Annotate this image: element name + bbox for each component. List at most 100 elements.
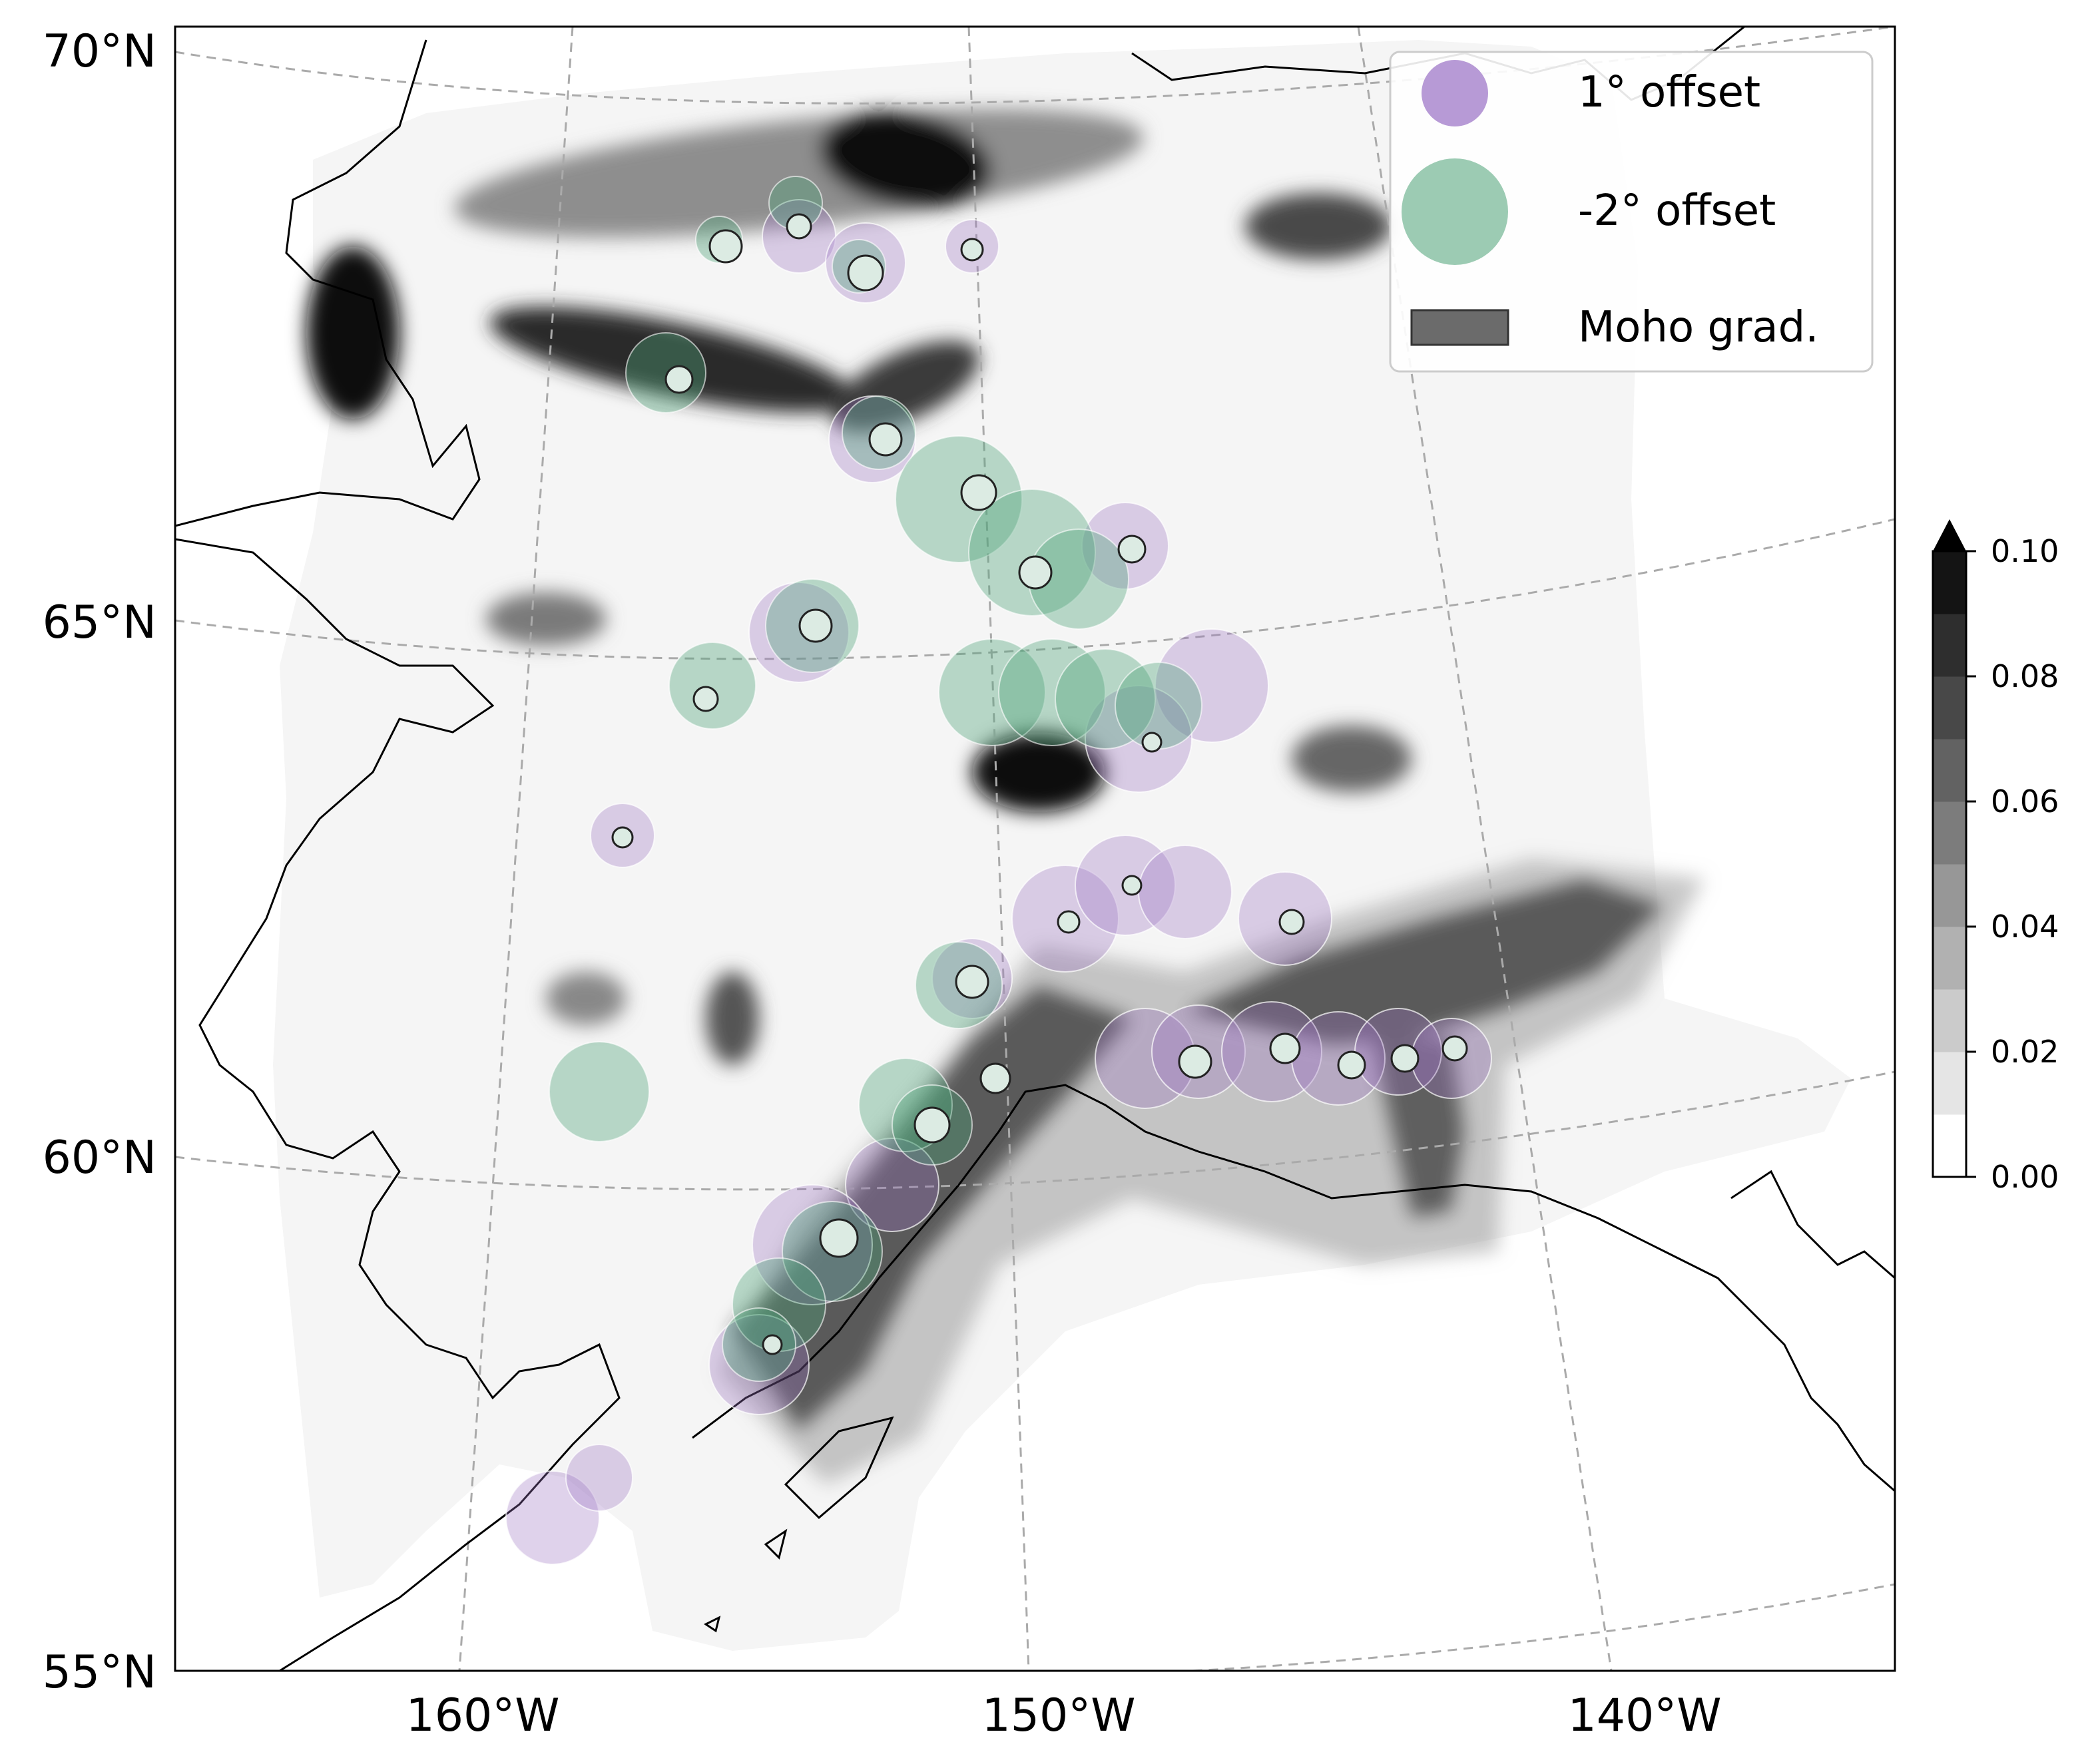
map-frame xyxy=(174,25,1896,1672)
legend-box xyxy=(1389,51,1874,373)
offset-marker xyxy=(752,1184,873,1305)
colorbar-band xyxy=(1933,614,1966,677)
station-point xyxy=(1278,909,1305,935)
legend-swatch-green xyxy=(1402,158,1508,265)
station-point xyxy=(1057,910,1081,934)
colorbar-label-0.06: 0.06 xyxy=(1991,783,2059,819)
lat-label-55: 55°N xyxy=(43,1646,156,1699)
offset-marker xyxy=(722,1307,796,1382)
offset-markers-green xyxy=(549,176,1202,1382)
offset-marker xyxy=(1055,648,1156,750)
colorbar-band xyxy=(1933,927,1966,990)
gradient-patch xyxy=(832,340,979,432)
offset-marker xyxy=(625,332,706,413)
coast-north-west xyxy=(175,39,481,527)
legend-label-moho: Moho grad. xyxy=(1578,303,1819,352)
colorbar-ticks xyxy=(1966,550,1976,1178)
station-point xyxy=(1117,535,1147,564)
offset-marker xyxy=(1155,628,1269,743)
gradient-patch xyxy=(972,732,1105,812)
offset-marker xyxy=(968,489,1096,616)
station-point xyxy=(1390,1044,1420,1073)
graticule xyxy=(175,27,1895,1671)
station-point xyxy=(786,213,812,240)
colorbar-label-0.08: 0.08 xyxy=(1991,658,2059,694)
station-point xyxy=(914,1106,951,1144)
offset-marker xyxy=(565,1444,633,1512)
colorbar-band xyxy=(1933,1052,1966,1115)
station-point xyxy=(847,254,884,292)
offset-marker xyxy=(668,642,756,730)
meridian-160 xyxy=(458,27,574,1671)
station-points xyxy=(611,213,1468,1355)
colorbar-label-0.04: 0.04 xyxy=(1991,909,2059,945)
colorbar-label-0.02: 0.02 xyxy=(1991,1034,2059,1070)
colorbar-bands xyxy=(1933,551,1966,1178)
station-point xyxy=(1337,1050,1366,1080)
colorbar: 0.10 0.08 0.06 0.04 0.02 0.00 xyxy=(1932,519,2059,1195)
legend-swatch-moho xyxy=(1410,309,1509,346)
parallel-60 xyxy=(175,1070,1895,1191)
offset-marker xyxy=(549,1041,650,1142)
legend-swatch-purple xyxy=(1422,60,1488,126)
offset-marker xyxy=(505,1470,600,1565)
station-point xyxy=(960,238,984,262)
lat-label-70: 70°N xyxy=(43,25,156,78)
colorbar-extend-arrow xyxy=(1933,519,1966,551)
colorbar-band xyxy=(1933,739,1966,802)
gradient-patch xyxy=(1292,726,1412,792)
colorbar-label-0.10: 0.10 xyxy=(1991,533,2059,569)
station-point xyxy=(611,826,634,849)
colorbar-band xyxy=(1933,864,1966,927)
colorbar-band xyxy=(1933,551,1966,614)
offset-marker xyxy=(748,582,850,683)
coast-south xyxy=(692,1084,1895,1492)
offset-marker xyxy=(998,638,1106,746)
data-domain-area xyxy=(273,40,1851,1651)
lon-label-150: 150°W xyxy=(981,1689,1135,1742)
station-point xyxy=(819,1218,859,1258)
island-small xyxy=(764,1528,788,1560)
station-point xyxy=(1141,732,1163,753)
station-point xyxy=(868,422,903,457)
legend-label-purple: 1° offset xyxy=(1578,68,1760,117)
offset-marker xyxy=(1085,685,1192,793)
station-point xyxy=(664,365,694,394)
station-point xyxy=(708,229,743,264)
legend-label-green: -2° offset xyxy=(1578,186,1776,236)
gradient-patch xyxy=(306,246,399,419)
colorbar-frame xyxy=(1932,550,1967,1178)
station-point xyxy=(1121,875,1143,896)
island-kodiak xyxy=(784,1416,894,1520)
station-point xyxy=(798,608,833,643)
station-point xyxy=(1178,1044,1212,1079)
offset-marker xyxy=(938,638,1046,746)
lon-label-140: 140°W xyxy=(1567,1689,1721,1742)
gradient-patch xyxy=(489,306,856,413)
gradient-patch xyxy=(1245,193,1392,260)
latitude-labels: 70°N 65°N 60°N 55°N xyxy=(43,25,156,1699)
colorbar-band xyxy=(1933,1114,1966,1178)
offset-marker xyxy=(895,435,1023,563)
station-point xyxy=(960,474,997,511)
island-small xyxy=(704,1616,721,1633)
gradient-belt-halo xyxy=(719,859,1704,1484)
coast-west xyxy=(175,538,621,1671)
gradient-patch xyxy=(546,972,626,1025)
colorbar-band xyxy=(1933,801,1966,865)
offset-markers-purple xyxy=(505,199,1492,1565)
station-point xyxy=(1269,1032,1301,1064)
station-point xyxy=(1018,555,1053,590)
legend: 1° offset -2° offset Moho grad. xyxy=(1389,51,1874,373)
coast-panhandle xyxy=(1730,1170,1895,1279)
gradient-patch xyxy=(486,592,606,646)
meridian-150 xyxy=(967,27,1030,1671)
station-point xyxy=(1441,1035,1468,1062)
gradient-patch xyxy=(706,972,759,1065)
offset-marker xyxy=(1138,845,1232,939)
station-point xyxy=(979,1062,1011,1094)
longitude-labels: 160°W 150°W 140°W xyxy=(405,1689,1721,1742)
station-point xyxy=(762,1334,783,1355)
moho-gradient-field xyxy=(273,40,1851,1651)
